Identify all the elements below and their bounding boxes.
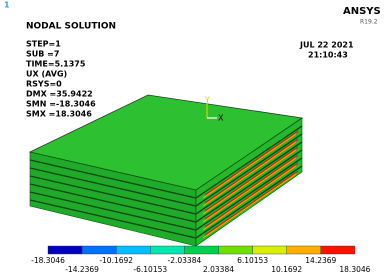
info-line: DMX =35.9422 [26, 90, 93, 99]
colorbar-label: 18.3046 [339, 265, 370, 274]
colorbar-segment [150, 246, 184, 254]
colorbar-label: 2.03384 [203, 265, 234, 274]
colorbar-segment [287, 246, 321, 254]
info-line: RSYS=0 [26, 80, 62, 89]
version: R19.2 [360, 19, 378, 26]
time: 21:10:43 [308, 51, 348, 60]
colorbar-segment [253, 246, 287, 254]
info-line: STEP=1 [26, 40, 61, 49]
brand: ANSYS [343, 6, 381, 17]
info-line: SMN =-18.3046 [26, 100, 96, 109]
page: {"window_number": "1", "title": "NODAL S… [0, 0, 387, 280]
colorbar-label: -14.2369 [65, 265, 99, 274]
date: JUL 22 2021 [299, 41, 354, 50]
plot-title: NODAL SOLUTION [26, 22, 116, 32]
window-number: 1 [4, 1, 10, 10]
colorbar-label: 14.2369 [305, 256, 336, 265]
colorbar-segment [82, 246, 116, 254]
ansys-viewport: 1 NODAL SOLUTION ANSYS R19.2 JUL 22 2021… [0, 0, 387, 280]
colorbar-label: -10.1692 [99, 256, 133, 265]
triad-y-label: Y [204, 96, 210, 105]
colorbar-label: -2.03384 [168, 256, 202, 265]
info-line: SMX =18.3046 [26, 110, 92, 119]
colorbar-segment [219, 246, 253, 254]
colorbar-segment [184, 246, 218, 254]
colorbar-label: -6.10153 [133, 265, 167, 274]
info-line: SUB =7 [26, 50, 59, 59]
info-line: TIME=5.1375 [26, 60, 86, 69]
colorbar-label: 6.10153 [237, 256, 268, 265]
triad-x-label: X [218, 114, 224, 123]
info-line: UX (AVG) [26, 70, 67, 79]
colorbar-segment [116, 246, 150, 254]
colorbar-segment [321, 246, 355, 254]
colorbar-segment [48, 246, 82, 254]
colorbar-label: -18.3046 [31, 256, 65, 265]
colorbar-label: 10.1692 [271, 265, 302, 274]
